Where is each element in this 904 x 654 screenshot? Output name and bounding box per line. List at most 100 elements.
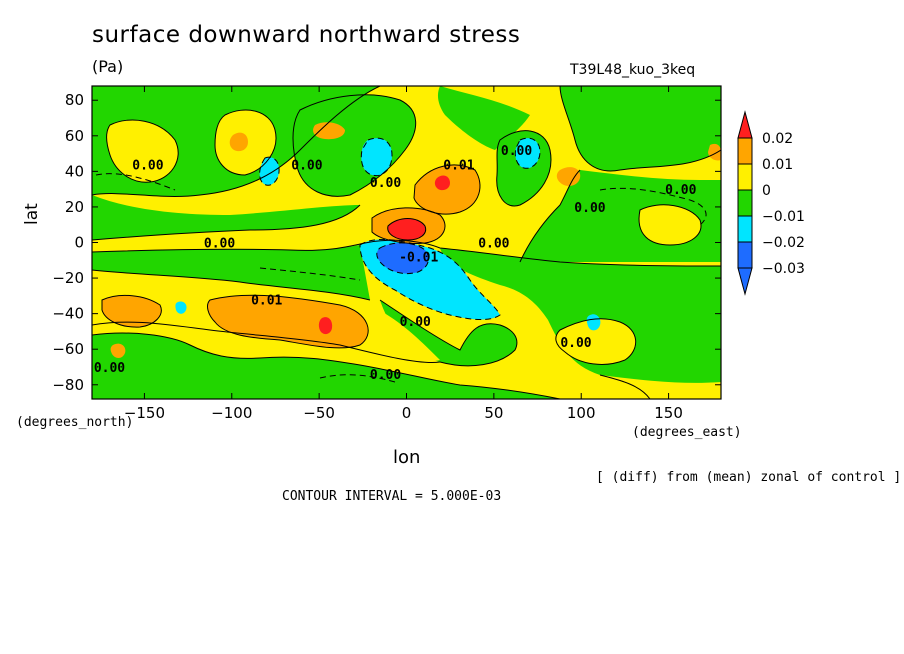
contour-label: 0.00 [560, 336, 591, 351]
contour-label: 0.00 [204, 237, 235, 252]
dashed-contour-line [360, 137, 393, 177]
field-positive-region [600, 375, 721, 399]
colorbar-label: 0 [762, 183, 771, 199]
field-strong-negative-region [175, 301, 187, 314]
x-tick-label: 0 [402, 404, 412, 422]
y-tick-label: −60 [52, 340, 84, 358]
field-negative-region [560, 86, 721, 171]
field-strong-positive-region [556, 167, 581, 186]
contour-line [496, 130, 552, 207]
y-axis: 80 60 40 20 0 −20 −40 −60 −80 [52, 91, 721, 394]
contour-line [379, 299, 518, 367]
contour-line [387, 218, 427, 241]
contour-label: 0.00 [478, 237, 509, 252]
contour-line [92, 239, 721, 267]
contour-line [559, 86, 721, 172]
x-axis-unit: (degrees_east) [632, 425, 742, 440]
colorbar-swatch [737, 241, 753, 269]
colorbar-label: −0.03 [762, 261, 805, 277]
field-max-positive-region [434, 175, 450, 191]
field-positive-region [106, 120, 179, 183]
colorbar-swatch [737, 163, 753, 191]
chart-title: surface downward northward stress [92, 22, 521, 48]
contour-label: 0.01 [443, 158, 474, 173]
x-tick-label: 100 [567, 404, 596, 422]
difference-note: [ (diff) from (mean) zonal of control ] [596, 470, 902, 485]
contour-label: 0.00 [665, 183, 696, 198]
field-strong-positive-region [110, 343, 126, 358]
field-strong-positive-region [207, 295, 369, 348]
x-tick-label: −50 [303, 404, 335, 422]
contour-interval: CONTOUR INTERVAL = 5.000E-03 [282, 489, 502, 504]
x-tick-label: −100 [211, 404, 252, 422]
contour-label: 0.00 [132, 158, 163, 173]
dashed-contour-line [599, 187, 707, 226]
dashed-contour-line [259, 267, 361, 281]
y-tick-label: −40 [52, 305, 84, 323]
field-positive-region [555, 318, 636, 365]
contour-line [638, 204, 702, 246]
colorbar-swatch [737, 137, 753, 165]
y-tick-label: 80 [65, 91, 84, 109]
y-tick-label: 0 [74, 234, 84, 252]
contour-label: 0.00 [370, 176, 401, 191]
colorbar: 0.02 0.01 0 −0.01 −0.02 −0.03 [737, 110, 805, 296]
contour-label: 0.00 [370, 368, 401, 383]
dashed-contour-line [514, 137, 541, 169]
colorbar-label: 0.02 [762, 131, 793, 147]
x-tick-label: 150 [654, 404, 683, 422]
field-strong-positive-region [414, 165, 480, 215]
contour-line [207, 294, 369, 349]
field-negative-region [437, 86, 530, 150]
field-max-positive-region [387, 218, 426, 240]
contour-line [214, 109, 277, 176]
x-tick-label: 50 [484, 404, 503, 422]
y-tick-label: 20 [65, 198, 84, 216]
dashed-contour-line [95, 173, 176, 191]
run-name: T39L48_kuo_3keq [570, 62, 696, 78]
contour-line [292, 94, 417, 197]
contour-line [92, 204, 361, 241]
colorbar-label: −0.01 [762, 209, 805, 225]
colorbar-label: 0.01 [762, 157, 793, 173]
contour-label: 0.00 [574, 201, 605, 216]
y-tick-label: 60 [65, 127, 84, 145]
contour-label: -0.01 [399, 251, 438, 266]
contour-label-layer: 0.00 0.00 0.00 0.01 0.00 0.00 0.00 0.00 0.00 -0.0… [94, 144, 697, 383]
contour-label: 0.00 [94, 361, 125, 376]
field-strong-positive-region [229, 132, 248, 152]
contour-label: 0.00 [501, 144, 532, 159]
colorbar-label: −0.02 [762, 235, 805, 251]
contour-line [555, 318, 637, 365]
contour-label: 0.00 [400, 315, 431, 330]
x-axis-label: lon [393, 447, 421, 468]
dashed-contour-line [376, 242, 429, 275]
contour-line [599, 374, 651, 399]
field-positive-region [639, 204, 701, 245]
y-tick-label: −80 [52, 376, 84, 394]
chart-units: (Pa) [92, 57, 124, 76]
colorbar-swatch [737, 189, 753, 217]
contour-line [413, 164, 481, 215]
field-strong-positive-region [102, 295, 162, 328]
field-deep-negative-region [376, 242, 429, 274]
negative-contour-lines [95, 137, 707, 383]
contour-label: 0.01 [251, 293, 282, 308]
field-strong-negative-region [515, 138, 540, 169]
contour-line [92, 269, 371, 301]
y-axis-unit: (degrees_north) [16, 415, 134, 430]
field-strong-positive-region [313, 122, 345, 140]
contour-label: 0.00 [291, 158, 322, 173]
contour-line [92, 86, 381, 197]
field-strong-positive-region [708, 143, 721, 161]
y-tick-label: −20 [52, 269, 84, 287]
colorbar-swatch [737, 215, 753, 243]
dashed-contour-line [359, 239, 501, 320]
field-negative-region [92, 195, 360, 240]
colorbar-min-triangle [737, 267, 753, 296]
field-negative-region [92, 245, 370, 300]
field-max-positive-region [318, 317, 333, 335]
contour-line [101, 294, 162, 328]
contour-line [92, 332, 561, 399]
